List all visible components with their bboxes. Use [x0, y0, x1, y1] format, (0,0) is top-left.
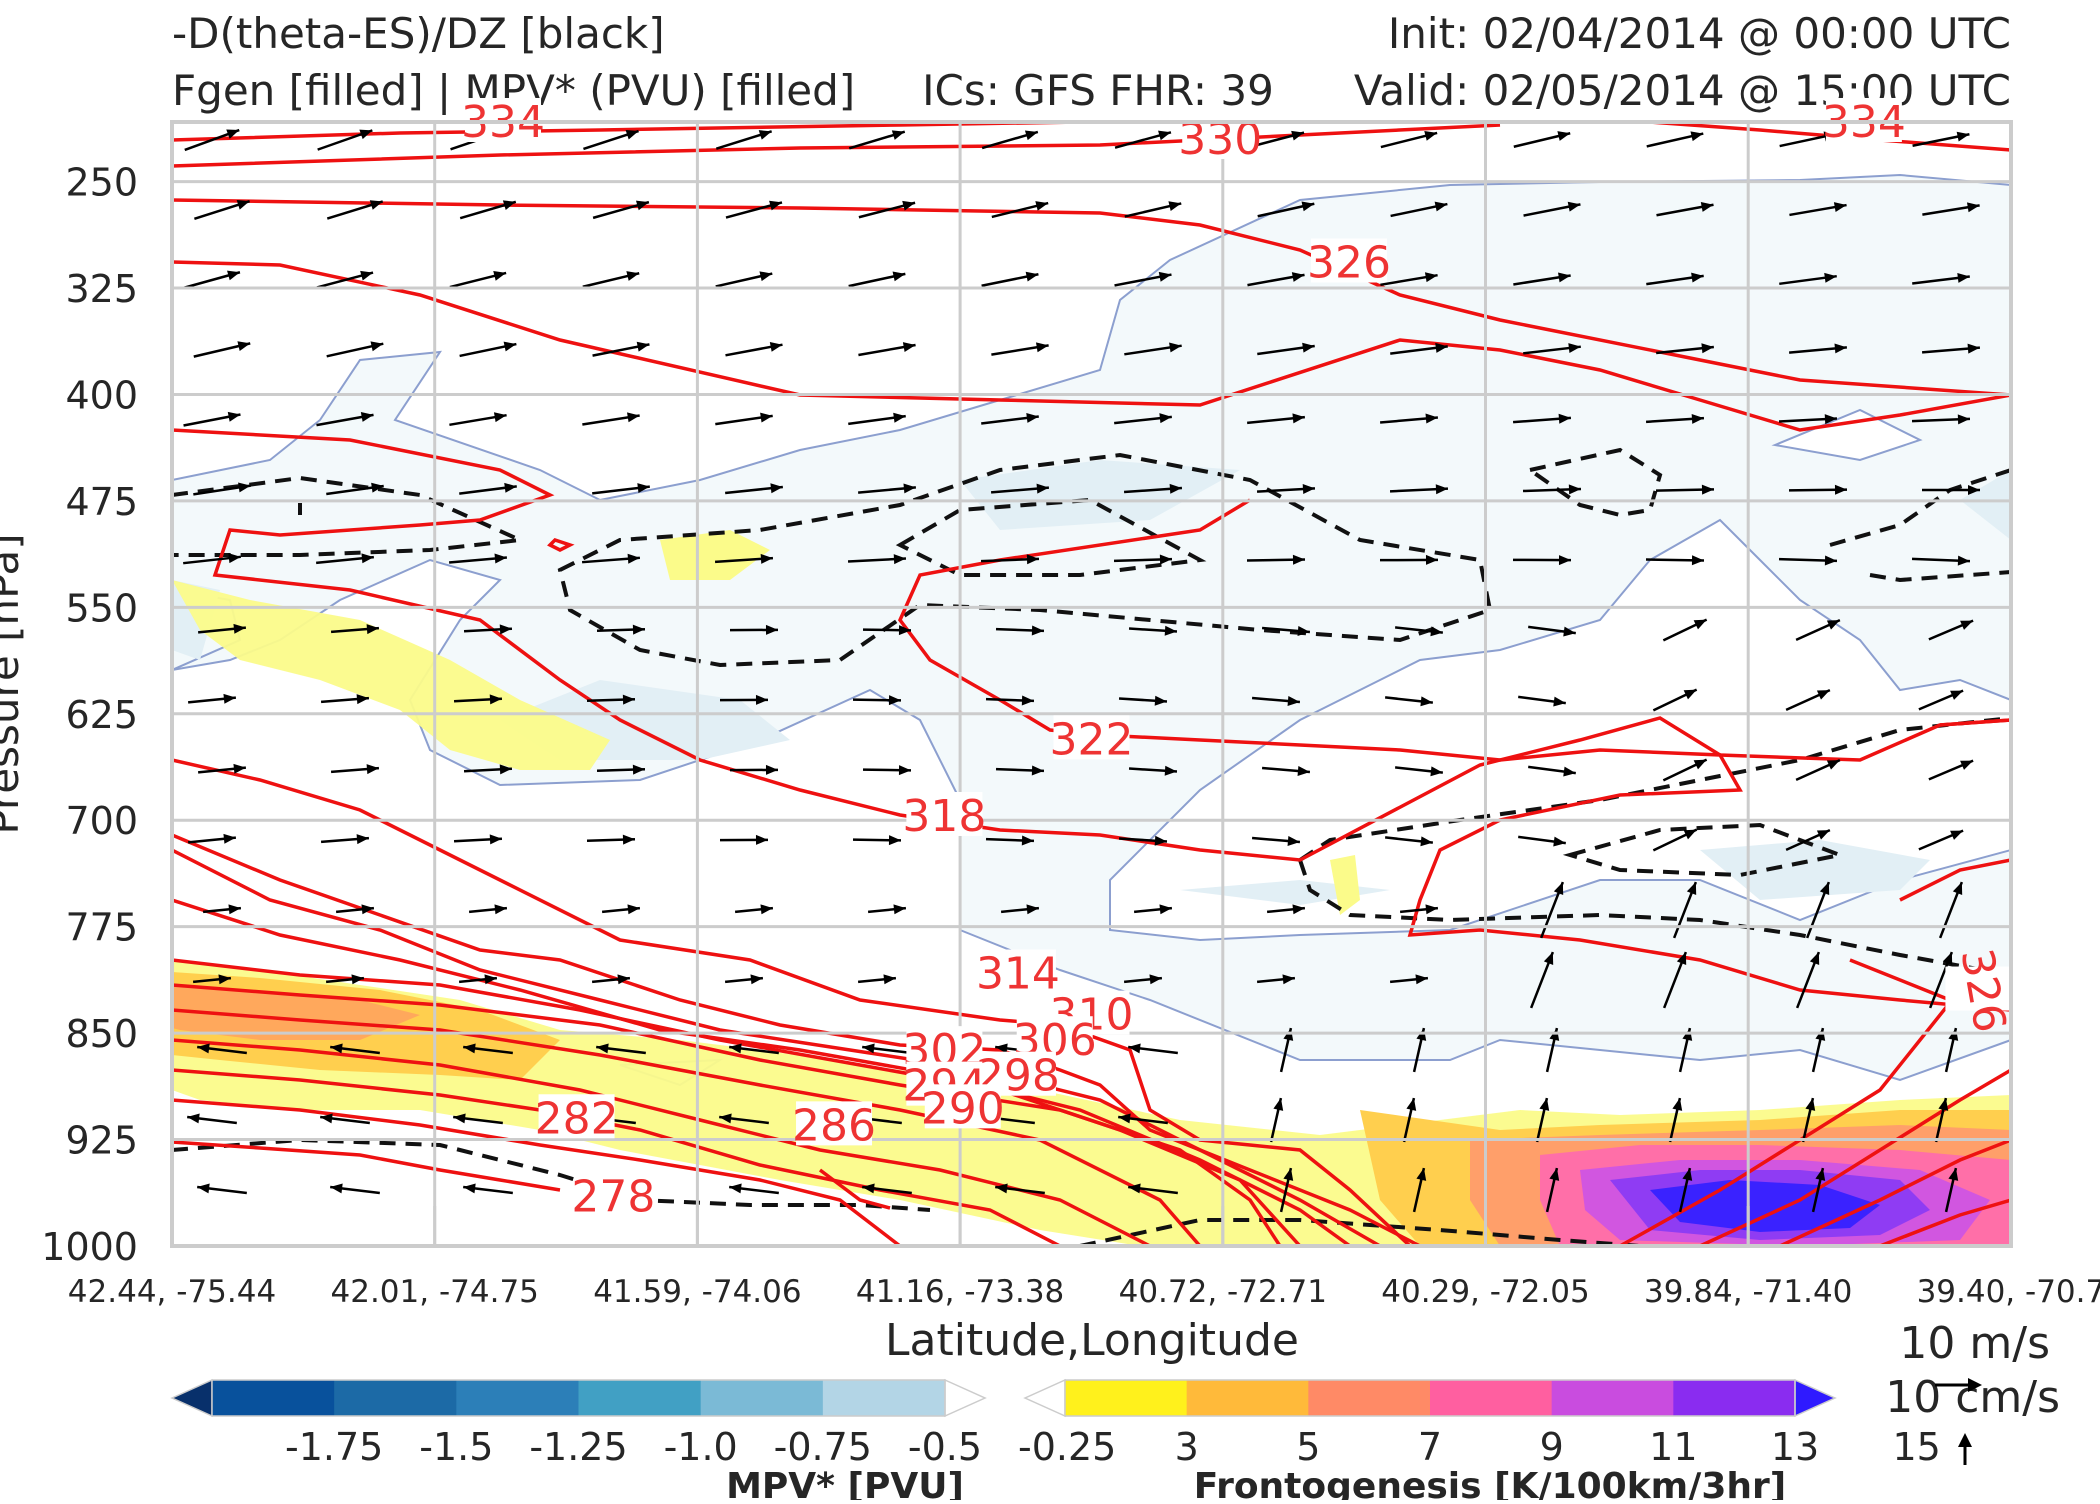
y-tick-label: 775 [65, 906, 138, 950]
colorbar-tick-label: -1.5 [419, 1425, 493, 1469]
x-tick-label: 42.01, -74.75 [331, 1274, 539, 1310]
x-tick-label: 41.16, -73.38 [856, 1274, 1064, 1310]
colorbar-tick-label: -1.25 [529, 1425, 627, 1469]
y-tick-label: 250 [65, 161, 138, 205]
fgen-colorbar-label: Frontogenesis [K/100km/3hr] [1194, 1466, 1786, 1500]
colorbar-segment [1308, 1380, 1430, 1416]
colorbar-tick-label: -0.75 [774, 1425, 872, 1469]
mpv-colorbar-label: MPV* [PVU] [726, 1466, 964, 1500]
colorbar-tick-label: 3 [1175, 1425, 1199, 1469]
colorbar-extend-low [172, 1380, 212, 1416]
vector-key-vertical-arrowhead [1958, 1433, 1972, 1447]
colorbar-tick-label: 13 [1771, 1425, 1819, 1469]
y-tick-label: 550 [65, 586, 138, 630]
colorbar-segment [579, 1380, 702, 1416]
y-tick-label: 325 [65, 267, 138, 311]
contour-label: 318 [902, 791, 986, 842]
colorbar-segment [1430, 1380, 1552, 1416]
title-right-line-2: Valid: 02/05/2014 @ 15:00 UTC [1354, 66, 2011, 115]
colorbar-segment [212, 1380, 335, 1416]
x-tick-label: 41.59, -74.06 [593, 1274, 801, 1310]
vector-key-horizontal-label: 10 m/s [1899, 1318, 2050, 1369]
x-tick-label: 39.84, -71.40 [1644, 1274, 1852, 1310]
y-tick-label: 850 [65, 1012, 138, 1056]
contour-label: 286 [792, 1100, 876, 1151]
contour-label: 322 [1050, 714, 1134, 765]
contour-label: 282 [535, 1093, 619, 1144]
x-tick-label: 39.40, -70.7 [1917, 1274, 2100, 1310]
colorbar-tick-label: 9 [1540, 1425, 1564, 1469]
colorbar-tick-label: 11 [1649, 1425, 1697, 1469]
colorbar-extend-high [945, 1380, 985, 1416]
x-tick-label: 40.72, -72.71 [1119, 1274, 1327, 1310]
colorbar-segment [456, 1380, 579, 1416]
mpv-colorbar: -1.75 -1.5 -1.25 -1.0 -0.75 -0.5 -0.25 [172, 1380, 1116, 1469]
colorbar-tick-label: -1.0 [664, 1425, 738, 1469]
colorbar-tick-label: 7 [1418, 1425, 1442, 1469]
colorbar-segment [701, 1380, 824, 1416]
colorbar-segment [1065, 1380, 1187, 1416]
fgen-colorbar: 3 5 7 9 11 13 15 [1025, 1380, 1941, 1469]
colorbar-segment [823, 1380, 946, 1416]
colorbar-tick-label: 5 [1296, 1425, 1320, 1469]
vector-key-vertical-label: 10 cm/s [1885, 1372, 2060, 1423]
colorbar-tick-label: -0.5 [908, 1425, 982, 1469]
contour-label: 278 [571, 1171, 655, 1222]
colorbar-segment [1673, 1380, 1795, 1416]
x-tick-label: 40.29, -72.05 [1381, 1274, 1589, 1310]
x-axis-ticks: 42.44, -75.44 42.01, -74.75 41.59, -74.06 4… [68, 1274, 2100, 1310]
y-tick-label: 925 [65, 1119, 138, 1163]
y-tick-label: 625 [65, 693, 138, 737]
colorbar-segment [1552, 1380, 1674, 1416]
colorbar-segment [334, 1380, 457, 1416]
contour-label: 290 [921, 1083, 1005, 1134]
colorbar-extend-low [1025, 1380, 1065, 1416]
y-tick-label: 1000 [41, 1225, 138, 1269]
contour-label: 314 [976, 949, 1060, 1000]
title-right-line-1: Init: 02/04/2014 @ 00:00 UTC [1388, 9, 2011, 58]
colorbar-extend-high [1795, 1380, 1835, 1416]
colorbar-tick-label: 15 [1892, 1425, 1940, 1469]
title-center: ICs: GFS FHR: 39 [922, 66, 1274, 115]
x-axis-label: Latitude,Longitude [885, 1315, 1299, 1366]
title-left-line-1: -D(theta-ES)/DZ [black] [172, 9, 665, 58]
colorbar-tick-label: -0.25 [1018, 1425, 1116, 1469]
y-tick-label: 400 [65, 373, 138, 417]
y-tick-label: 700 [65, 799, 138, 843]
x-tick-label: 42.44, -75.44 [68, 1274, 276, 1310]
contour-label: 326 [1307, 238, 1391, 289]
colorbar-tick-label: -1.75 [285, 1425, 383, 1469]
y-tick-label: 475 [65, 480, 138, 524]
y-axis-label: Pressure [hPa] [0, 533, 28, 834]
y-axis-ticks: 250 325 400 475 550 625 700 775 850 925 1000 [41, 161, 138, 1269]
colorbar-segment [1187, 1380, 1309, 1416]
